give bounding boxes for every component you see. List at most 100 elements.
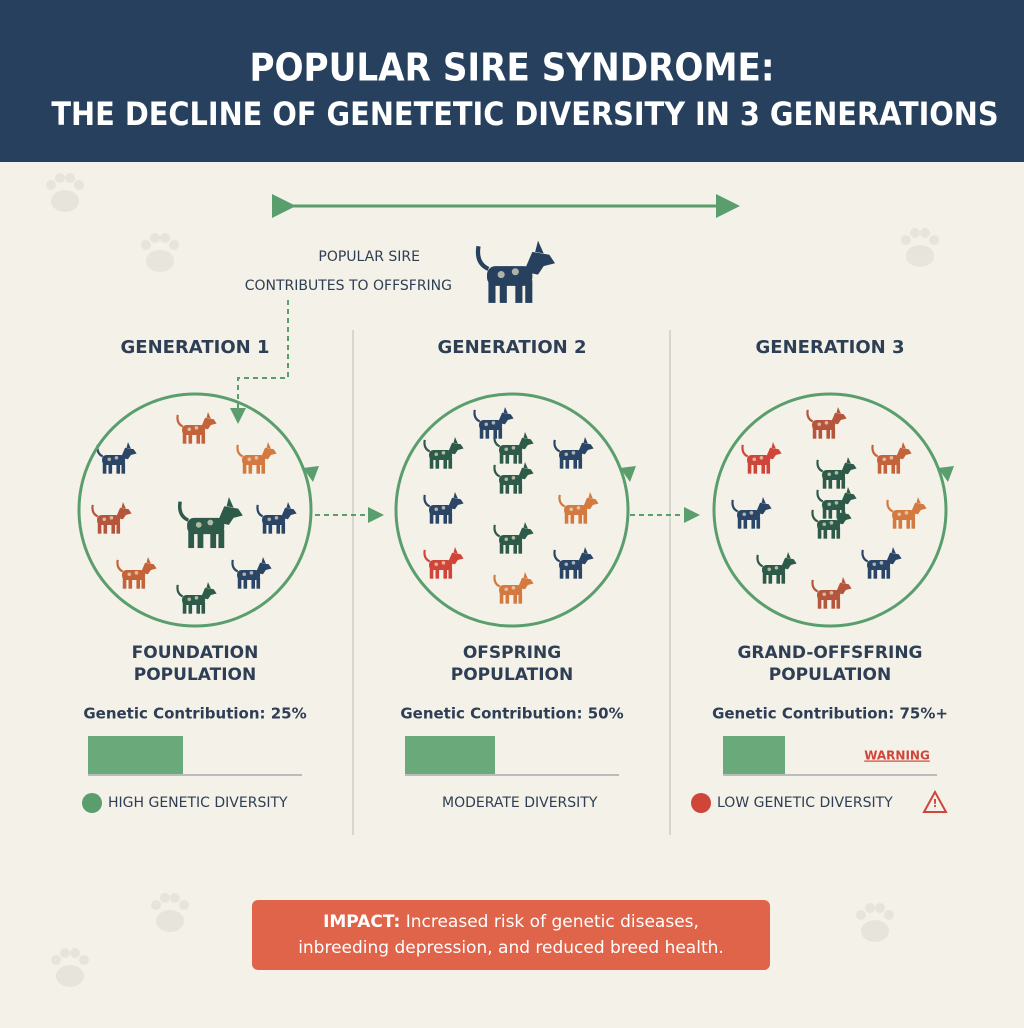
- sire-dog: [478, 241, 555, 303]
- dog-icon: [731, 495, 773, 530]
- dog-icon: [423, 490, 465, 525]
- contribution: Genetic Contribution: 50%: [400, 705, 623, 723]
- paw-toe: [875, 903, 885, 913]
- dog-icon: [558, 490, 600, 525]
- sire-label: POPULAR SIRE: [318, 249, 420, 265]
- paw-toe: [910, 228, 920, 238]
- dog-icon: [231, 555, 273, 590]
- generation-title: GENERATION 3: [756, 337, 905, 358]
- title: POPULAR SIRE SYNDROME:: [249, 46, 774, 90]
- paw-toe: [79, 955, 89, 965]
- dog-icon: [176, 580, 218, 615]
- paw-toe: [151, 900, 161, 910]
- generation-title: GENERATION 1: [121, 337, 270, 358]
- subtitle: THE DECLINE OF GENETETIC DIVERSITY IN 3 …: [51, 95, 998, 133]
- paw-print: [856, 903, 894, 942]
- paw-toe: [60, 948, 70, 958]
- impact-line: Increased risk of genetic diseases,: [406, 912, 699, 932]
- paw-print: [46, 173, 84, 212]
- circle-arrowhead: [938, 466, 954, 482]
- circle-arrowhead: [303, 466, 319, 482]
- contribution-bar: [723, 736, 785, 775]
- population-label: POPULATION: [134, 665, 256, 685]
- paw-toe: [929, 235, 939, 245]
- impact-box: [252, 900, 770, 970]
- paw-toe: [141, 240, 151, 250]
- dog-icon: [116, 555, 158, 590]
- paw-print: [51, 948, 89, 987]
- sire-caption: CONTRIBUTES TO OFFSFRING: [245, 278, 452, 294]
- paw-print: [901, 228, 939, 267]
- paw-toe: [169, 240, 179, 250]
- dog-icon: [816, 485, 858, 520]
- dog-icon: [811, 575, 853, 610]
- dog-icon: [816, 455, 858, 490]
- diversity-label: MODERATE DIVERSITY: [442, 795, 598, 811]
- dog-icon: [177, 495, 245, 550]
- paw-toe: [74, 180, 84, 190]
- contribution: Genetic Contribution: 25%: [83, 705, 306, 723]
- dog-icon: [886, 495, 928, 530]
- population-circle: [394, 392, 630, 628]
- dog-icon: [473, 405, 515, 440]
- population-circle: [712, 392, 948, 628]
- paw-toe: [70, 948, 80, 958]
- population-label: OFSPRING: [463, 643, 561, 663]
- paw-toe: [160, 893, 170, 903]
- paw-toe: [884, 910, 894, 920]
- paw-toe: [170, 893, 180, 903]
- warning-label: WARNING: [864, 749, 930, 763]
- dog-icon: [493, 520, 535, 555]
- dog-icon: [91, 500, 133, 535]
- contribution: Genetic Contribution: 75%+: [712, 705, 948, 723]
- header: [0, 0, 1024, 162]
- dog-icon: [553, 435, 595, 470]
- contribution-bar: [405, 736, 495, 775]
- impact-label: IMPACT:: [323, 912, 400, 932]
- paw-toe: [46, 180, 56, 190]
- paw-toe: [179, 900, 189, 910]
- dog-icon: [871, 440, 913, 475]
- paw-pad: [156, 910, 184, 932]
- dog-icon: [96, 440, 138, 475]
- paw-print: [141, 233, 179, 272]
- paw-toe: [160, 233, 170, 243]
- check-icon: [82, 793, 102, 813]
- paw-print: [151, 893, 189, 932]
- dog-icon: [553, 545, 595, 580]
- dog-icon: [756, 550, 798, 585]
- contribution-bar: [88, 736, 183, 775]
- dog-icon: [861, 545, 903, 580]
- population-label: FOUNDATION: [132, 643, 259, 663]
- dog-icon: [236, 440, 278, 475]
- paw-pad: [906, 245, 934, 267]
- alert-icon: [922, 789, 948, 813]
- population-label: POPULATION: [451, 665, 573, 685]
- sire-arrow: [230, 300, 289, 424]
- dog-icon: [741, 440, 783, 475]
- dog-icon: [493, 460, 535, 495]
- paw-pad: [51, 190, 79, 212]
- population-circle: [77, 392, 313, 628]
- paw-pad: [861, 920, 889, 942]
- paw-toe: [920, 228, 930, 238]
- alert-mark: !: [932, 797, 937, 810]
- paw-toe: [51, 955, 61, 965]
- impact-text: IMPACT: Increased risk of genetic diseas…: [323, 912, 699, 932]
- paw-toe: [856, 910, 866, 920]
- dog-icon: [493, 570, 535, 605]
- diversity-label: LOW GENETIC DIVERSITY: [717, 795, 893, 811]
- diversity-label: HIGH GENETIC DIVERSITY: [108, 795, 288, 811]
- paw-pad: [146, 250, 174, 272]
- dog-icon: [256, 500, 298, 535]
- generation-title: GENERATION 2: [438, 337, 587, 358]
- circle-arrowhead: [620, 466, 636, 482]
- dog-icon: [423, 545, 465, 580]
- dog-icon: [806, 405, 848, 440]
- paw-toe: [55, 173, 65, 183]
- paw-toe: [865, 903, 875, 913]
- paw-toe: [65, 173, 75, 183]
- population-label: GRAND-OFFSFRING: [737, 643, 922, 663]
- impact-line: inbreeding depression, and reduced breed…: [298, 938, 724, 958]
